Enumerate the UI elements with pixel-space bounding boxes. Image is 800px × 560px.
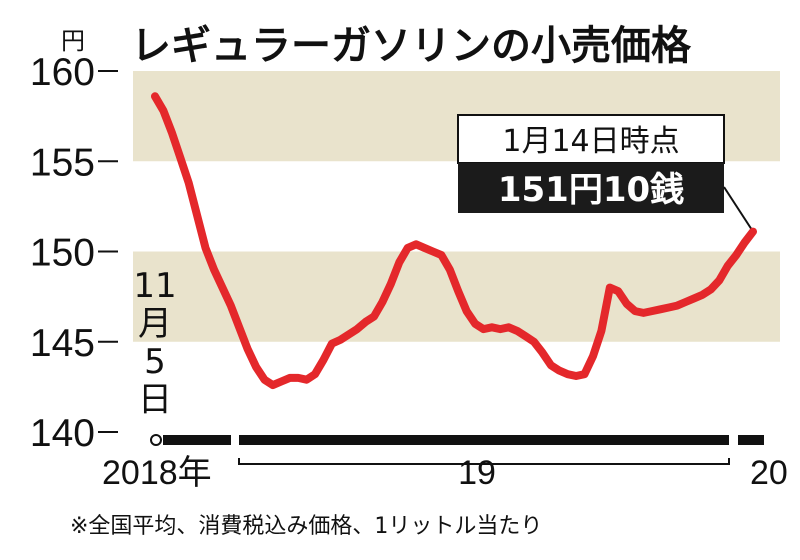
- y-axis-unit: 円: [61, 27, 85, 55]
- start-date-label-part: 日: [138, 380, 172, 420]
- year-label-2019: 19: [458, 454, 496, 492]
- y-tick-label: 145: [30, 322, 95, 365]
- annotation-leader-line: [723, 186, 753, 231]
- annotation-date-label: 1月14日時点: [502, 124, 679, 159]
- latest-price-annotation: 1月14日時点 151円10銭: [457, 114, 753, 231]
- annotation-price-label: 151円10銭: [498, 170, 684, 210]
- year-label-2020: 20: [750, 454, 788, 492]
- timeline-segment-2020: [738, 435, 764, 445]
- year-2019-bracket: [238, 458, 730, 465]
- y-tick-label: 140: [30, 412, 95, 455]
- chart-footnote: ※全国平均、消費税込み価格、1リットル当たり: [70, 514, 542, 539]
- start-date-label-part: 月: [138, 304, 172, 344]
- y-tick-label: 155: [30, 141, 95, 184]
- year-label-2018: 2018年: [102, 454, 212, 492]
- timeline-start-marker: [150, 434, 162, 446]
- y-axis-ticks: 160 155 150 145 140: [30, 51, 118, 455]
- chart-title: レギュラーガソリンの小売価格: [131, 23, 692, 69]
- timeline-segment-2018: [163, 435, 231, 445]
- y-tick-label: 150: [30, 232, 95, 275]
- time-axis: [150, 434, 764, 465]
- timeline-segment-2019: [239, 435, 729, 445]
- annotation-date-box: [457, 114, 725, 164]
- series-line: [151, 92, 757, 390]
- start-date-label-part: 5: [144, 342, 166, 382]
- y-tick-label: 160: [30, 51, 95, 94]
- annotation-price-box: [458, 163, 724, 213]
- start-date-label-part: 11: [133, 266, 176, 306]
